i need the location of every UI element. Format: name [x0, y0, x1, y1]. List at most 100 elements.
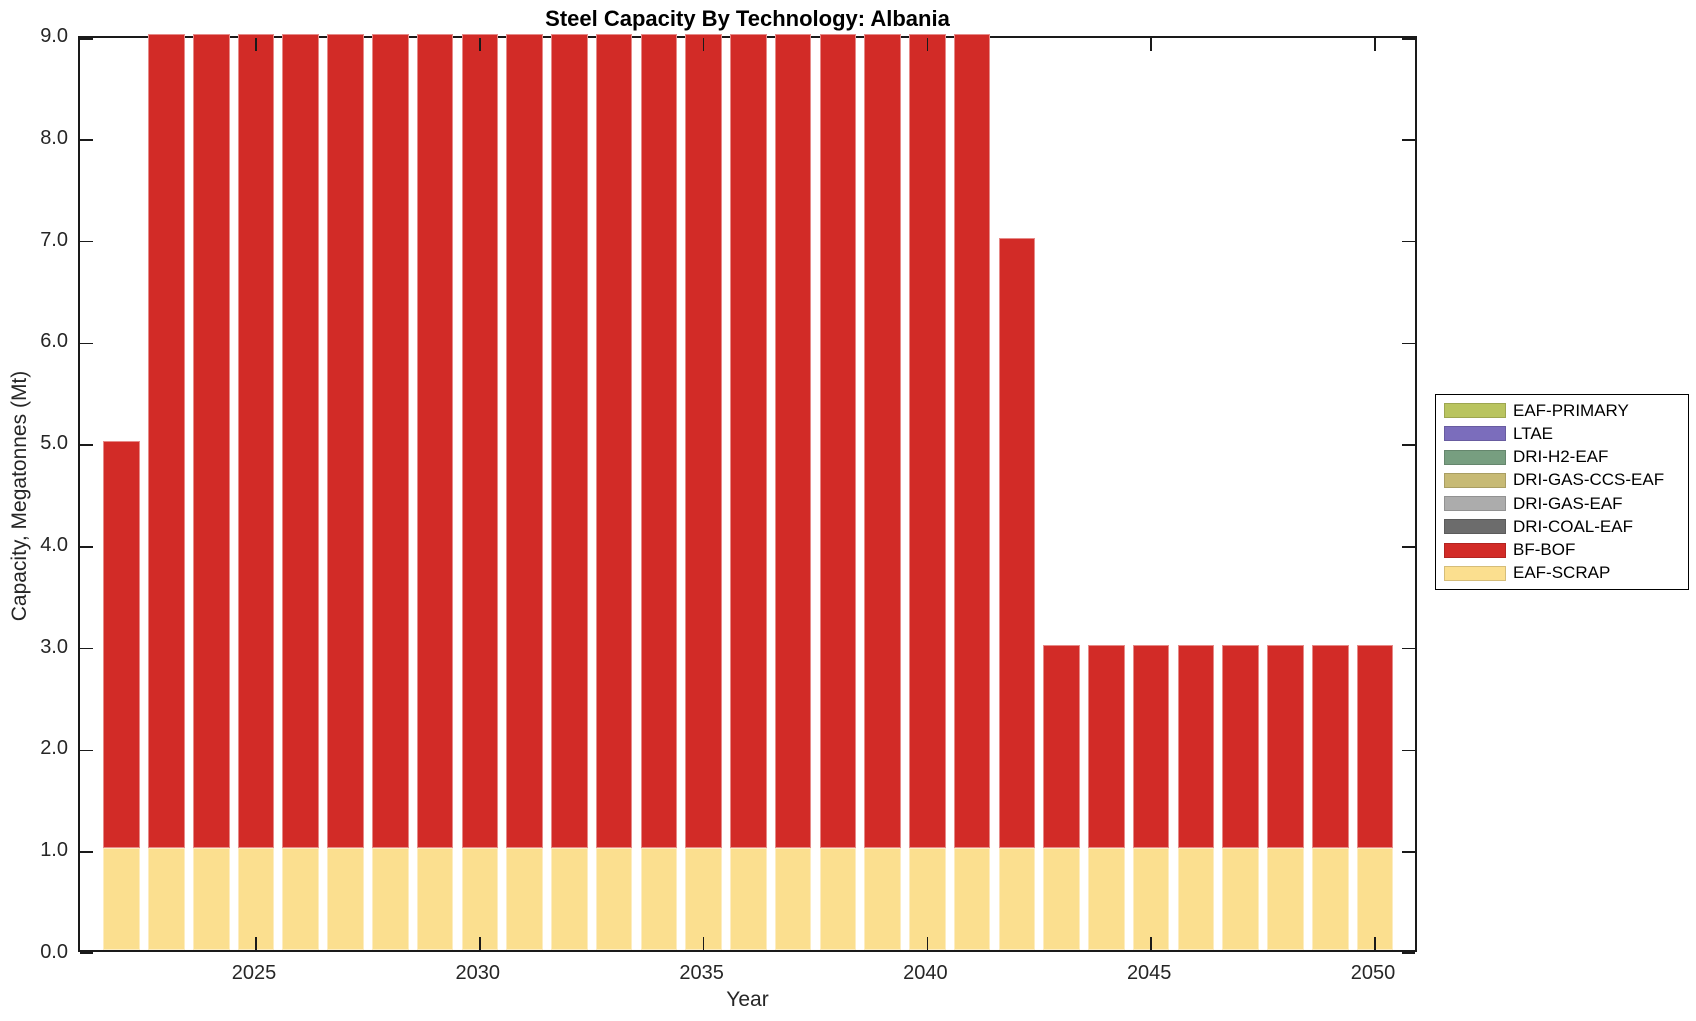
bar-segment-bf-bof-2027 [327, 34, 364, 849]
bar-segment-eaf-scrap-2041 [953, 848, 991, 950]
legend-label: DRI-GAS-EAF [1513, 493, 1623, 513]
bar-segment-eaf-scrap-2048 [1267, 848, 1304, 950]
x-tick-mark-bottom [479, 937, 481, 950]
x-tick-label: 2025 [231, 962, 277, 984]
x-tick-mark-top [1374, 38, 1376, 51]
y-tick-label: 0.0 [40, 941, 68, 963]
y-tick-mark-left [80, 342, 93, 345]
plot-area [78, 34, 1417, 954]
x-tick-label: 2035 [679, 962, 724, 984]
y-tick-mark-left [80, 444, 93, 446]
bar-segment-eaf-scrap-2049 [1311, 848, 1349, 950]
legend-item-eaf-scrap: EAF-SCRAP [1436, 562, 1688, 585]
legend-swatch-dri-coal-eaf [1444, 519, 1506, 535]
bar-segment-eaf-scrap-2044 [1088, 848, 1125, 950]
x-tick-mark-top [1150, 38, 1152, 51]
y-tick-label: 3.0 [40, 635, 68, 658]
x-tick-label: 2045 [1126, 962, 1172, 984]
x-tick-label: 2050 [1350, 962, 1396, 984]
y-tick-label: 9.0 [40, 25, 68, 47]
y-tick-mark-right [1402, 138, 1415, 141]
bar-segment-bf-bof-2025 [237, 34, 275, 849]
y-tick-mark-right [1402, 749, 1415, 752]
legend-item-dri-coal-eaf: DRI-COAL-EAF [1436, 515, 1688, 538]
bar-segment-bf-bof-2044 [1088, 644, 1125, 849]
y-tick-mark-right [1402, 38, 1415, 40]
y-tick-mark-right [1402, 240, 1415, 243]
legend-swatch-ltae [1444, 426, 1506, 442]
x-tick-mark-bottom [1374, 937, 1376, 950]
bar-segment-eaf-scrap-2022 [103, 848, 140, 950]
x-tick-mark-top [926, 38, 929, 51]
x-tick-label: 2040 [903, 962, 948, 984]
legend-label: BF-BOF [1513, 540, 1576, 560]
y-tick-label: 7.0 [40, 228, 68, 251]
x-axis-label: Year [726, 988, 769, 1011]
legend-label: EAF-PRIMARY [1513, 400, 1629, 420]
legend-label: DRI-COAL-EAF [1513, 516, 1633, 536]
y-tick-label: 6.0 [40, 330, 68, 353]
x-tick-mark-bottom [926, 937, 929, 950]
y-tick-mark-right [1402, 952, 1415, 954]
bar-segment-bf-bof-2032 [551, 34, 588, 849]
bar-segment-bf-bof-2040 [909, 34, 946, 849]
bar-segment-eaf-scrap-2039 [864, 848, 901, 950]
bar-segment-bf-bof-2033 [595, 34, 633, 849]
bar-segment-eaf-scrap-2037 [774, 848, 812, 950]
bar-segment-eaf-scrap-2042 [998, 848, 1036, 950]
legend-label: LTAE [1513, 423, 1553, 443]
legend-swatch-dri-gas-eaf [1444, 496, 1506, 512]
bar-segment-eaf-scrap-2035 [685, 848, 722, 950]
bar-segment-bf-bof-2031 [506, 34, 543, 849]
chart-title: Steel Capacity By Technology: Albania [545, 6, 950, 31]
bar-segment-bf-bof-2045 [1132, 644, 1170, 849]
bar-segment-bf-bof-2023 [148, 34, 185, 849]
legend-swatch-dri-h2-eaf [1444, 449, 1506, 465]
legend-swatch-eaf-scrap [1444, 565, 1506, 581]
bar-segment-eaf-scrap-2025 [237, 848, 275, 950]
legend-label: EAF-SCRAP [1513, 563, 1611, 583]
bar-segment-bf-bof-2041 [953, 34, 991, 849]
legend-swatch-eaf-primary [1444, 403, 1506, 419]
bar-segment-eaf-scrap-2033 [595, 848, 633, 950]
legend-item-eaf-primary: EAF-PRIMARY [1436, 399, 1688, 422]
bar-segment-bf-bof-2037 [774, 34, 812, 849]
x-tick-mark-bottom [255, 937, 257, 950]
y-tick-mark-left [80, 749, 93, 752]
legend-swatch-dri-gas-ccs-eaf [1444, 472, 1506, 488]
bar-segment-bf-bof-2047 [1222, 644, 1259, 849]
bar-segment-bf-bof-2035 [685, 34, 722, 849]
bar-segment-eaf-scrap-2038 [819, 848, 857, 950]
bar-segment-bf-bof-2048 [1267, 644, 1304, 849]
x-tick-mark-bottom [702, 937, 705, 950]
y-tick-mark-left [80, 138, 93, 141]
legend-swatch-bf-bof [1444, 542, 1506, 558]
bar-segment-bf-bof-2026 [282, 34, 320, 849]
legend-label: DRI-H2-EAF [1513, 447, 1609, 467]
legend: EAF-PRIMARY LTAE DRI-H2-EAF DRI-GAS-CCS-EAF… [1435, 394, 1689, 590]
x-tick-mark-bottom [1150, 937, 1152, 950]
y-tick-label: 5.0 [40, 432, 68, 455]
bar-segment-bf-bof-2043 [1043, 644, 1080, 849]
bar-segment-bf-bof-2042 [998, 237, 1036, 849]
y-tick-mark-left [80, 647, 93, 650]
y-tick-mark-left [80, 851, 93, 854]
bar-segment-bf-bof-2050 [1356, 644, 1394, 849]
bar-segment-eaf-scrap-2023 [148, 848, 185, 950]
x-tick-mark-top [479, 38, 481, 51]
bar-segment-eaf-scrap-2047 [1222, 848, 1259, 950]
y-tick-label: 8.0 [40, 126, 68, 149]
bar-segment-bf-bof-2030 [461, 34, 499, 849]
legend-item-dri-h2-eaf: DRI-H2-EAF [1436, 446, 1688, 469]
y-tick-mark-right [1402, 444, 1415, 446]
y-tick-mark-left [80, 546, 93, 548]
bar-segment-bf-bof-2022 [103, 441, 140, 849]
x-tick-label: 2030 [455, 962, 501, 984]
y-tick-mark-right [1402, 546, 1415, 548]
bar-segment-eaf-scrap-2032 [551, 848, 588, 950]
bar-segment-eaf-scrap-2028 [371, 848, 409, 950]
bar-segment-eaf-scrap-2029 [416, 848, 454, 950]
y-tick-label: 4.0 [40, 533, 68, 556]
bar-segment-eaf-scrap-2034 [640, 848, 678, 950]
